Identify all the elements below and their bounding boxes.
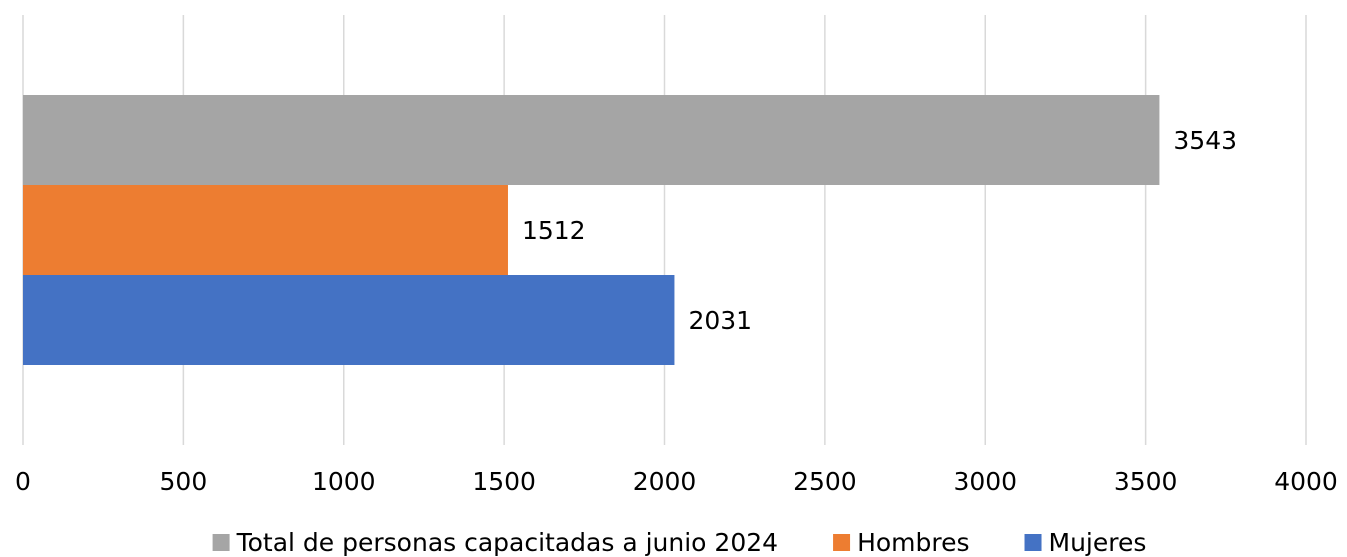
legend-label: Hombres (857, 528, 969, 557)
data-label: 3543 (1173, 126, 1237, 155)
legend-swatch (833, 534, 851, 551)
bar (23, 275, 675, 365)
bar (23, 185, 508, 275)
legend-label: Mujeres (1049, 528, 1147, 557)
bar (23, 95, 1160, 185)
x-tick-label: 1500 (472, 467, 536, 496)
data-label: 2031 (688, 306, 752, 335)
x-tick-label: 500 (160, 467, 208, 496)
x-tick-label: 3000 (953, 467, 1017, 496)
legend-swatch (212, 534, 230, 551)
x-tick-label: 1000 (312, 467, 376, 496)
data-label: 1512 (522, 216, 586, 245)
x-tick-label: 4000 (1274, 467, 1338, 496)
x-tick-label: 3500 (1114, 467, 1178, 496)
legend-label: Total de personas capacitadas a junio 20… (236, 528, 778, 557)
x-tick-label: 0 (15, 467, 31, 496)
x-tick-label: 2500 (793, 467, 857, 496)
legend-swatch (1024, 534, 1042, 551)
x-tick-label: 2000 (633, 467, 697, 496)
